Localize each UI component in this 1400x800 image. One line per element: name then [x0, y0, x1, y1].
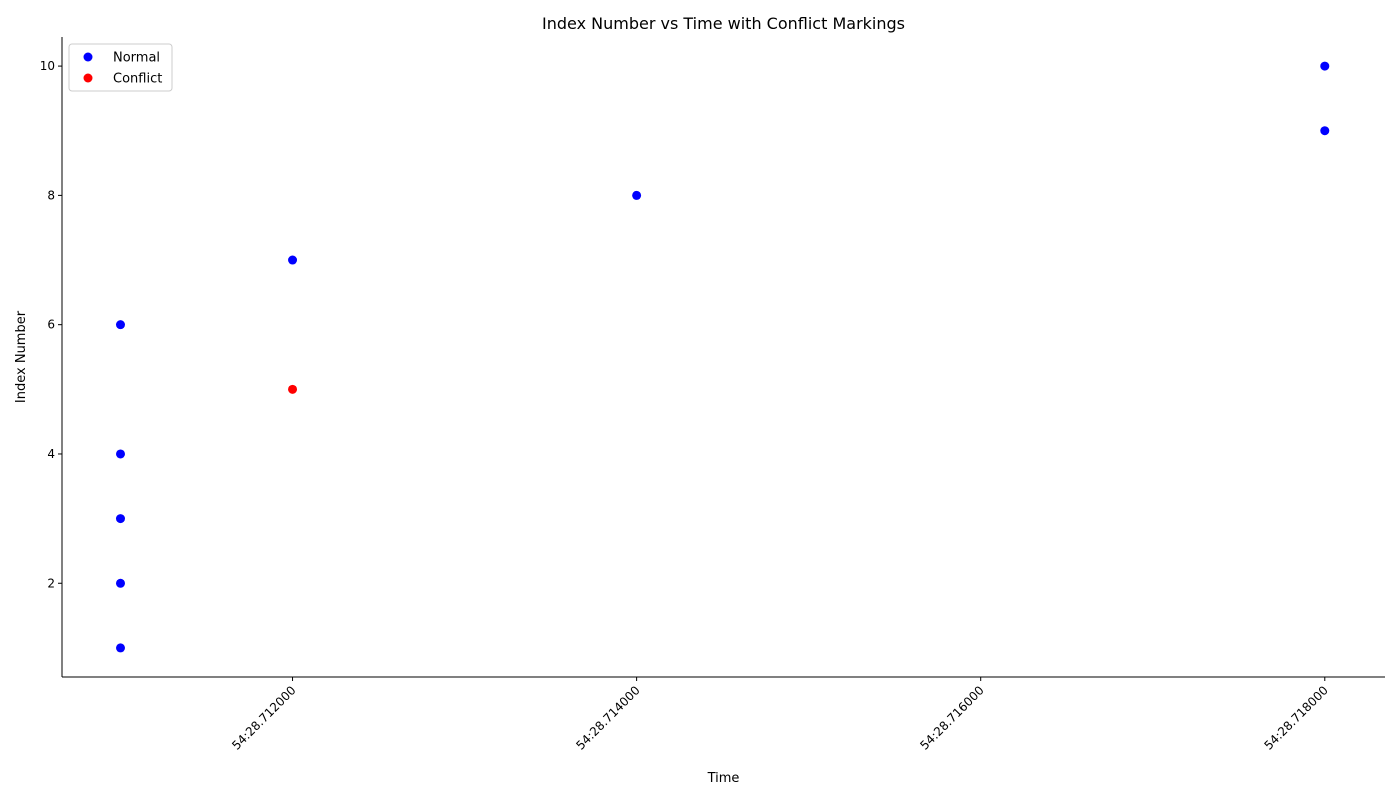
normal-point: [115, 514, 125, 524]
x-axis-title: Time: [707, 771, 740, 786]
x-tick-label: 54:28.712000: [229, 683, 298, 752]
conflict-point: [288, 384, 298, 394]
legend-label-normal: Normal: [113, 51, 160, 66]
x-tick-label: 54:28.718000: [1261, 683, 1330, 752]
x-tick-label: 54:28.714000: [573, 683, 642, 752]
legend-box: [68, 43, 173, 92]
normal-point: [115, 643, 125, 653]
normal-point: [115, 578, 125, 588]
legend-marker-normal: [83, 52, 93, 62]
chart-title: Index Number vs Time with Conflict Marki…: [542, 14, 905, 33]
x-tick-label: 54:28.716000: [917, 683, 986, 752]
normal-point: [1320, 126, 1330, 136]
normal-point: [1320, 61, 1330, 71]
legend-marker-conflict: [83, 73, 93, 83]
y-axis-title: Index Number: [14, 310, 29, 403]
normal-point: [632, 190, 642, 200]
y-tick-label: 8: [47, 188, 55, 202]
y-tick-label: 6: [47, 318, 55, 332]
y-tick-label: 4: [47, 447, 55, 461]
y-tick-label: 2: [47, 576, 55, 590]
y-tick-label: 10: [40, 59, 55, 73]
legend-label-conflict: Conflict: [113, 72, 162, 87]
normal-point: [288, 255, 298, 265]
normal-point: [115, 449, 125, 459]
normal-point: [115, 320, 125, 330]
